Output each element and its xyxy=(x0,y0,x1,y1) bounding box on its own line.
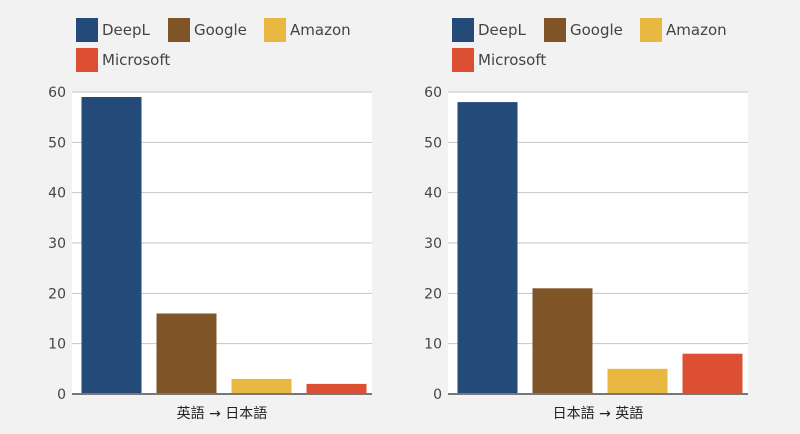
legend-label: Amazon xyxy=(666,21,727,39)
y-tick-label: 30 xyxy=(48,236,66,252)
legend-item-amazon: Amazon xyxy=(264,18,351,42)
x-category-label: 日本語 → 英語 xyxy=(553,405,644,422)
y-tick-label: 30 xyxy=(424,236,442,252)
y-tick-label: 40 xyxy=(424,186,442,202)
legend-item-microsoft: Microsoft xyxy=(452,48,546,72)
legend-swatch-google xyxy=(168,18,190,42)
legend-item-amazon: Amazon xyxy=(640,18,727,42)
y-tick-label: 0 xyxy=(57,387,66,403)
bar-deepl xyxy=(81,97,142,394)
y-tick-label: 50 xyxy=(424,135,442,151)
y-tick-label: 50 xyxy=(48,135,66,151)
legend-item-deepl: DeepL xyxy=(76,18,150,42)
bar-amazon xyxy=(231,378,292,394)
legend-label: Microsoft xyxy=(478,51,547,69)
legend-label: Microsoft xyxy=(102,51,171,69)
legend-label: DeepL xyxy=(478,21,526,39)
bar-chart-left: 0 10 20 30 40 50 60 英語 → 日本語 xyxy=(48,85,372,422)
bar-chart-right: 0 10 20 30 40 50 60 日本語 → 英語 xyxy=(424,85,748,422)
y-tick-label: 60 xyxy=(424,85,442,101)
legend-swatch-deepl xyxy=(76,18,98,42)
y-tick-label: 0 xyxy=(433,387,442,403)
legend-swatch-amazon xyxy=(640,18,662,42)
bar-google xyxy=(156,313,217,394)
legend-item-google: Google xyxy=(544,18,623,42)
y-tick-label: 20 xyxy=(48,286,66,302)
bar-deepl xyxy=(457,102,518,394)
legend-label: Google xyxy=(570,21,623,39)
y-tick-label: 10 xyxy=(424,337,442,353)
y-tick-label: 40 xyxy=(48,186,66,202)
x-category-label: 英語 → 日本語 xyxy=(177,405,268,422)
legend-item-google: Google xyxy=(168,18,247,42)
bar-microsoft xyxy=(306,383,367,394)
legend-swatch-microsoft xyxy=(76,48,98,72)
y-tick-label: 10 xyxy=(48,337,66,353)
bar-google xyxy=(532,288,593,394)
legend-label: DeepL xyxy=(102,21,150,39)
legend-swatch-microsoft xyxy=(452,48,474,72)
chart-panel-left: DeepL Google Amazon Microsoft 0 10 20 30 40 5… xyxy=(48,18,372,422)
bar-microsoft xyxy=(682,353,743,394)
chart-panel-right: DeepL Google Amazon Microsoft 0 10 20 30 40 5… xyxy=(376,0,776,434)
legend-label: Amazon xyxy=(290,21,351,39)
legend-swatch-amazon xyxy=(264,18,286,42)
y-tick-label: 60 xyxy=(48,85,66,101)
legend-swatch-deepl xyxy=(452,18,474,42)
legend-swatch-google xyxy=(544,18,566,42)
legend-item-microsoft: Microsoft xyxy=(76,48,170,72)
legend-item-deepl: DeepL xyxy=(452,18,526,42)
bar-amazon xyxy=(607,368,668,394)
legend-label: Google xyxy=(194,21,247,39)
y-tick-label: 20 xyxy=(424,286,442,302)
